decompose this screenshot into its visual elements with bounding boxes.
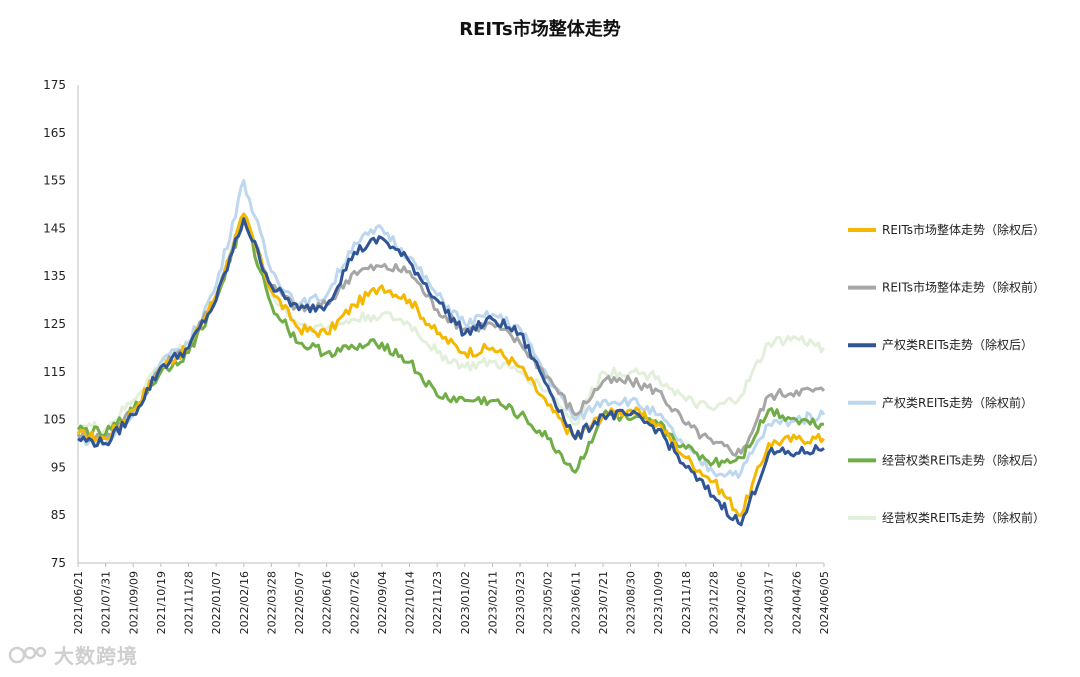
legend-label: 产权类REITs走势（除权前） [882,395,1033,410]
chart-title: REITs市场整体走势 [459,18,620,40]
x-tick-label: 2022/02/16 [238,571,251,634]
x-tick-label: 2024/03/17 [763,571,776,634]
chart-legend: REITs市场整体走势（除权后） REITs市场整体走势（除权前） 产权类REITs… [848,222,1045,525]
x-tick-label: 2023/11/18 [680,571,693,634]
y-tick-label: 85 [51,508,66,522]
x-tick-label: 2022/05/07 [293,571,306,634]
y-tick-label: 125 [43,317,66,331]
x-tick-label: 2024/06/05 [818,571,831,634]
y-tick-label: 165 [43,126,66,140]
legend-label: 产权类REITs走势（除权后） [882,337,1033,352]
x-tick-label: 2022/06/16 [321,571,334,634]
chart-series-lines [76,179,826,527]
x-tick-label: 2022/03/28 [265,571,278,634]
x-tick-label: 2023/12/28 [707,571,720,634]
x-tick-label: 2021/07/31 [100,571,113,634]
y-tick-label: 75 [51,556,66,570]
x-tick-label: 2022/07/26 [348,571,361,634]
series-line-3 [77,217,825,527]
x-tick-label: 2021/06/21 [72,571,85,634]
x-tick-label: 2023/07/21 [597,571,610,634]
y-tick-label: 105 [43,413,66,427]
watermark: 大数跨境 [8,640,138,669]
legend-label: REITs市场整体走势（除权前） [882,280,1045,295]
x-tick-label: 2021/10/19 [155,571,168,634]
watermark-logo-icon [8,646,47,663]
y-tick-label: 95 [51,460,66,474]
x-tick-label: 2024/04/26 [790,571,803,634]
x-tick-label: 2021/09/09 [127,571,140,634]
x-tick-label: 2023/02/11 [486,571,499,634]
x-tick-label: 2023/10/09 [652,571,665,634]
series-line-4 [77,179,826,479]
x-tick-label: 2023/01/02 [459,571,472,634]
x-tick-label: 2022/09/04 [376,571,389,634]
x-tick-label: 2023/06/11 [569,571,582,634]
x-tick-label: 2023/05/02 [542,571,555,634]
legend-label: 经营权类REITs走势（除权前） [882,510,1045,525]
x-tick-label: 2024/02/06 [735,571,748,634]
y-tick-label: 145 [43,221,66,235]
x-tick-label: 2022/10/14 [404,571,417,634]
chart-axes: 75 85 95 105 115 125 135 145 155 165 175 2021/06/21… [43,78,831,634]
y-tick-label: 115 [43,365,66,379]
legend-label: REITs市场整体走势（除权后） [882,222,1045,237]
x-tick-label: 2022/11/23 [431,571,444,634]
x-tick-label: 2021/11/28 [183,571,196,634]
legend-label: 经营权类REITs走势（除权后） [882,452,1045,467]
y-tick-label: 175 [43,78,66,92]
y-tick-label: 135 [43,269,66,283]
x-tick-label: 2023/03/23 [514,571,527,634]
series-line-5 [76,217,825,474]
series-line-2 [76,212,826,457]
x-tick-label: 2023/08/30 [625,571,638,634]
y-tick-label: 155 [43,174,66,188]
watermark-text: 大数跨境 [54,644,138,668]
x-tick-label: 2022/01/07 [210,571,223,634]
